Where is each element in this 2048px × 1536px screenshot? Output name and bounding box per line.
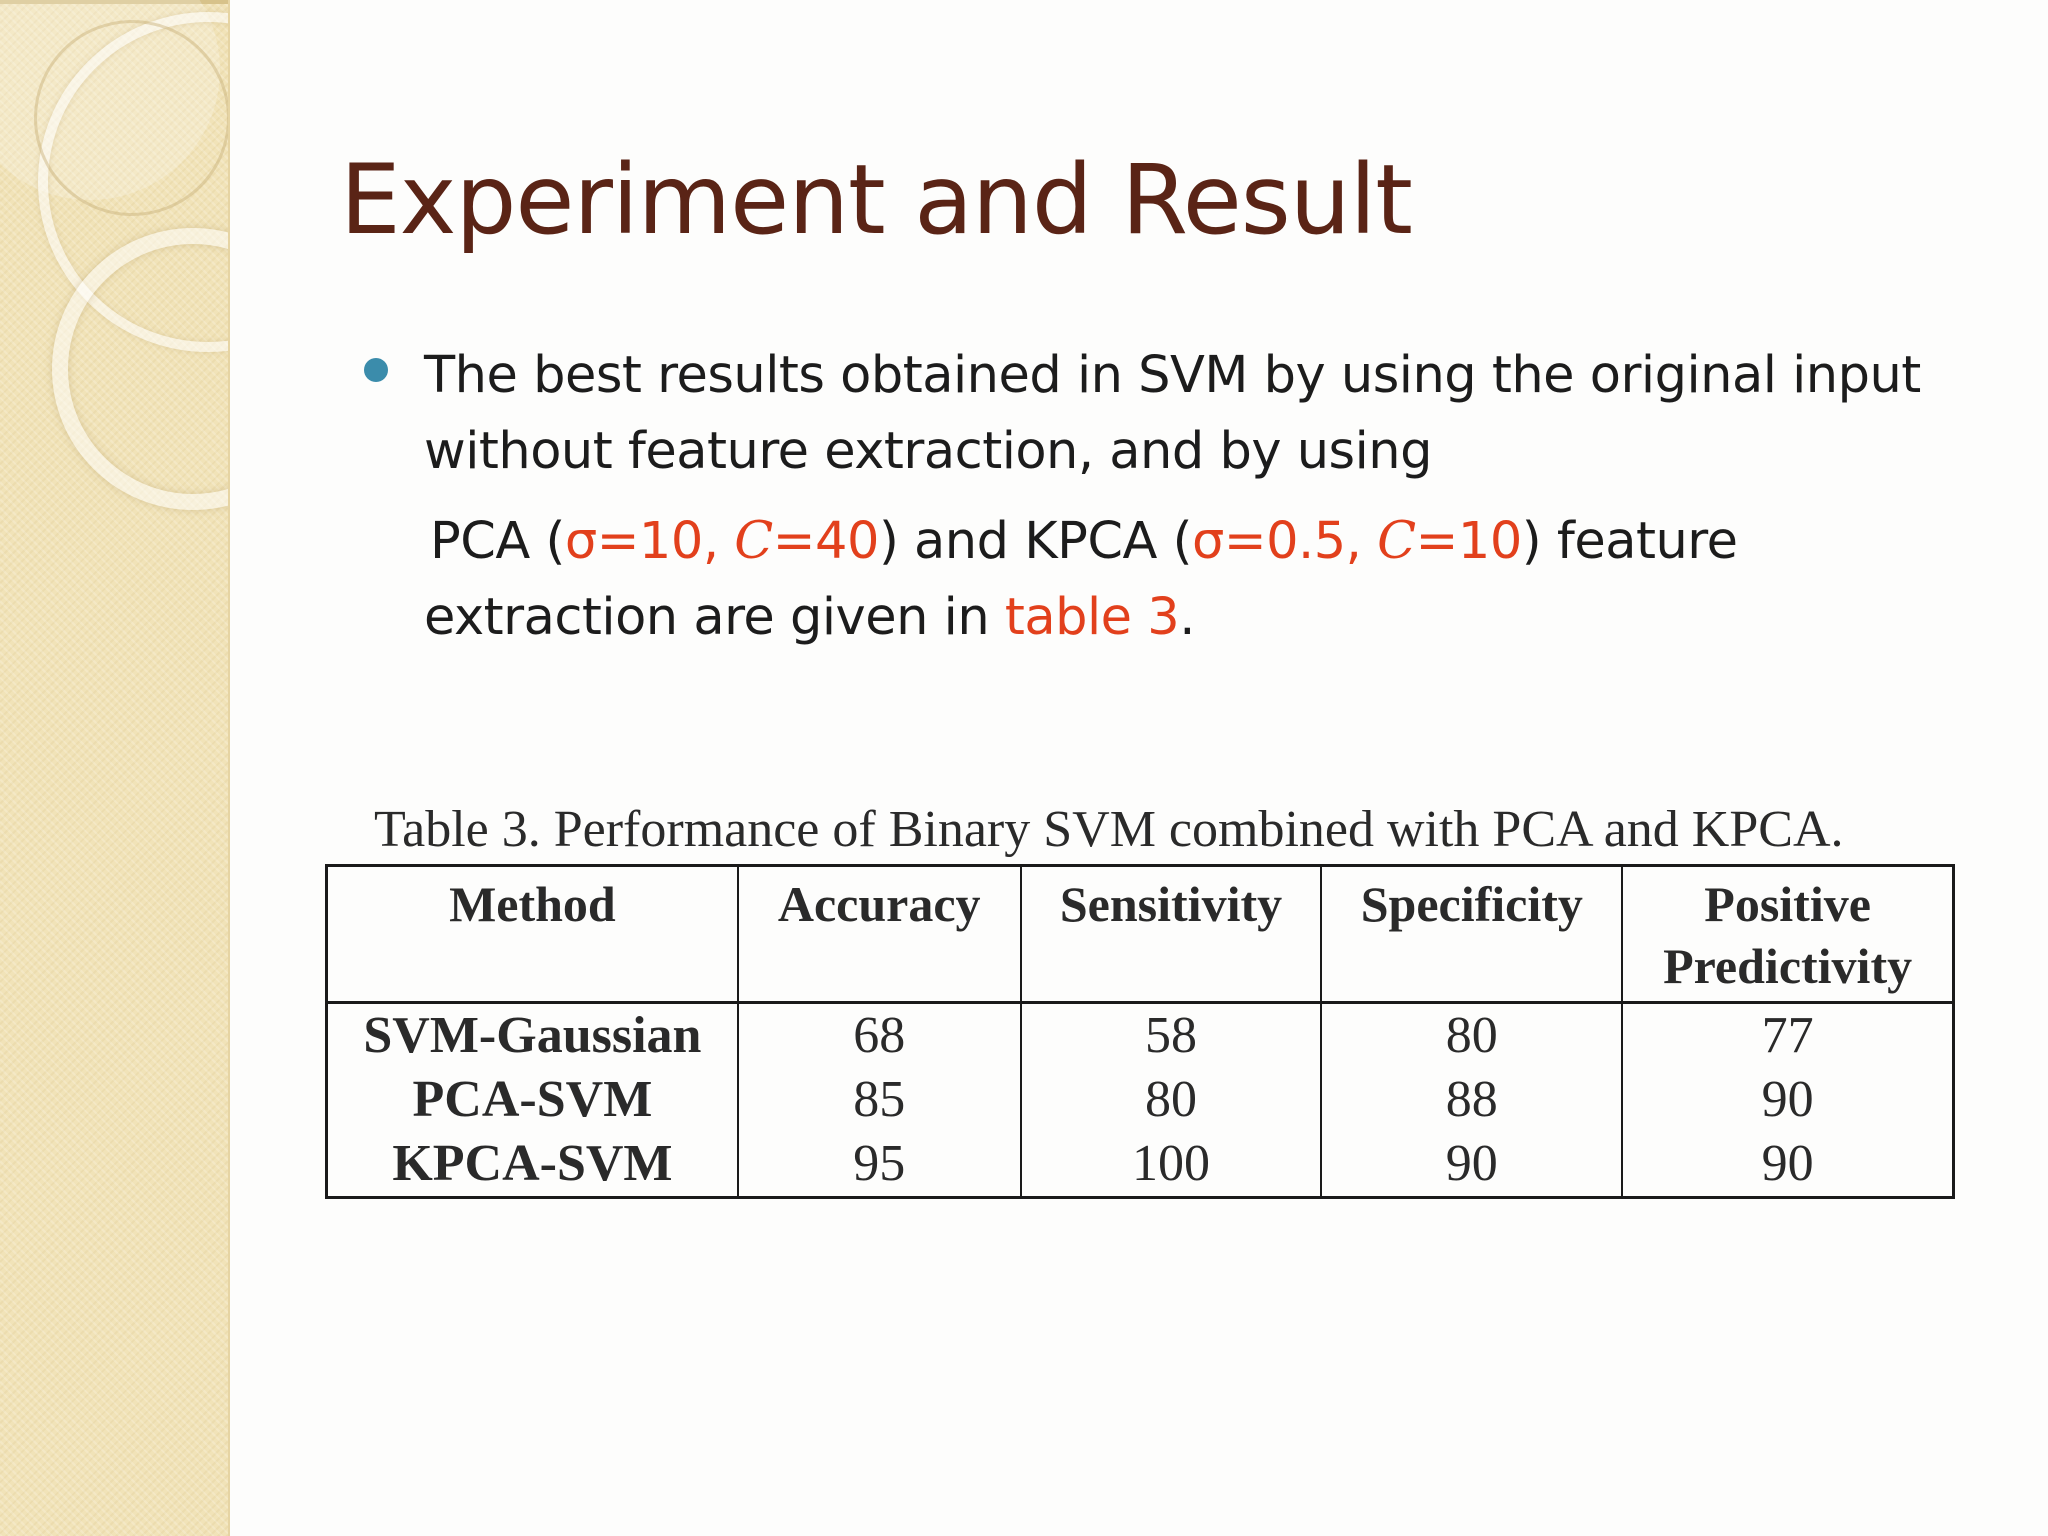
header-accuracy: Accuracy <box>736 865 1022 1004</box>
line-4-start: extraction are given in <box>424 588 990 647</box>
pca-c-value: =40 <box>772 512 880 571</box>
cell-specificity: 88 <box>1320 1068 1624 1132</box>
results-table: Method Accuracy Sensitivity Specificity … <box>325 864 1955 1199</box>
kpca-label: ) and KPCA ( <box>878 512 1193 571</box>
pca-c-symbol: C <box>734 512 773 571</box>
header-specificity: Specificity <box>1320 865 1624 1004</box>
kpca-sigma: σ=0.5, <box>1192 512 1362 571</box>
pca-sigma: σ=10, <box>564 512 719 571</box>
kpca-c-symbol: C <box>1377 512 1416 571</box>
table-caption: Table 3. Performance of Binary SVM combi… <box>374 801 1844 858</box>
decorative-sidebar <box>0 0 230 1536</box>
line-4-end: . <box>1179 588 1195 647</box>
bullet-text-line-3: PCA (σ=10, C=40) and KPCA (σ=0.5, C=10) … <box>430 512 1990 571</box>
cell-positive-predictivity: 90 <box>1621 1132 1955 1198</box>
cell-specificity: 90 <box>1320 1132 1624 1198</box>
cell-sensitivity: 80 <box>1019 1068 1323 1132</box>
header-positive-line-2: Predictivity <box>1663 938 1913 994</box>
feature-text: ) feature <box>1521 512 1738 571</box>
table-header-row: Method Accuracy Sensitivity Specificity … <box>325 865 1955 1004</box>
sidebar-top-edge <box>0 0 228 4</box>
pca-label: PCA ( <box>430 512 565 571</box>
slide-title: Experiment and Result <box>340 144 1413 256</box>
cell-method: SVM-Gaussian <box>325 1002 739 1068</box>
kpca-c-value: =10 <box>1415 512 1523 571</box>
cell-accuracy: 95 <box>736 1132 1022 1198</box>
bullet-text-line-1: The best results obtained in SVM by usin… <box>424 346 1921 405</box>
table-reference: table 3 <box>1004 588 1180 647</box>
cell-positive-predictivity: 90 <box>1621 1068 1955 1132</box>
table-row: PCA-SVM 85 80 88 90 <box>325 1068 1955 1132</box>
cell-accuracy: 68 <box>736 1002 1022 1068</box>
table-row: KPCA-SVM 95 100 90 90 <box>325 1132 1955 1198</box>
header-positive-predictivity: Positive Predictivity <box>1621 865 1955 1004</box>
header-method: Method <box>325 865 739 1004</box>
header-positive-line-1: Positive <box>1704 876 1871 932</box>
cell-positive-predictivity: 77 <box>1621 1002 1955 1068</box>
decorative-ring-thin <box>34 20 228 216</box>
bullet-text-line-4: extraction are given in table 3. <box>424 588 1984 647</box>
table-row: SVM-Gaussian 68 58 80 77 <box>325 1002 1955 1068</box>
cell-specificity: 80 <box>1320 1002 1624 1068</box>
cell-accuracy: 85 <box>736 1068 1022 1132</box>
header-sensitivity: Sensitivity <box>1019 865 1323 1004</box>
bullet-text-line-2: without feature extraction, and by using <box>424 422 1433 481</box>
cell-method: KPCA-SVM <box>325 1132 739 1198</box>
cell-sensitivity: 100 <box>1019 1132 1323 1198</box>
bullet-icon <box>364 358 388 382</box>
cell-method: PCA-SVM <box>325 1068 739 1132</box>
cell-sensitivity: 58 <box>1019 1002 1323 1068</box>
